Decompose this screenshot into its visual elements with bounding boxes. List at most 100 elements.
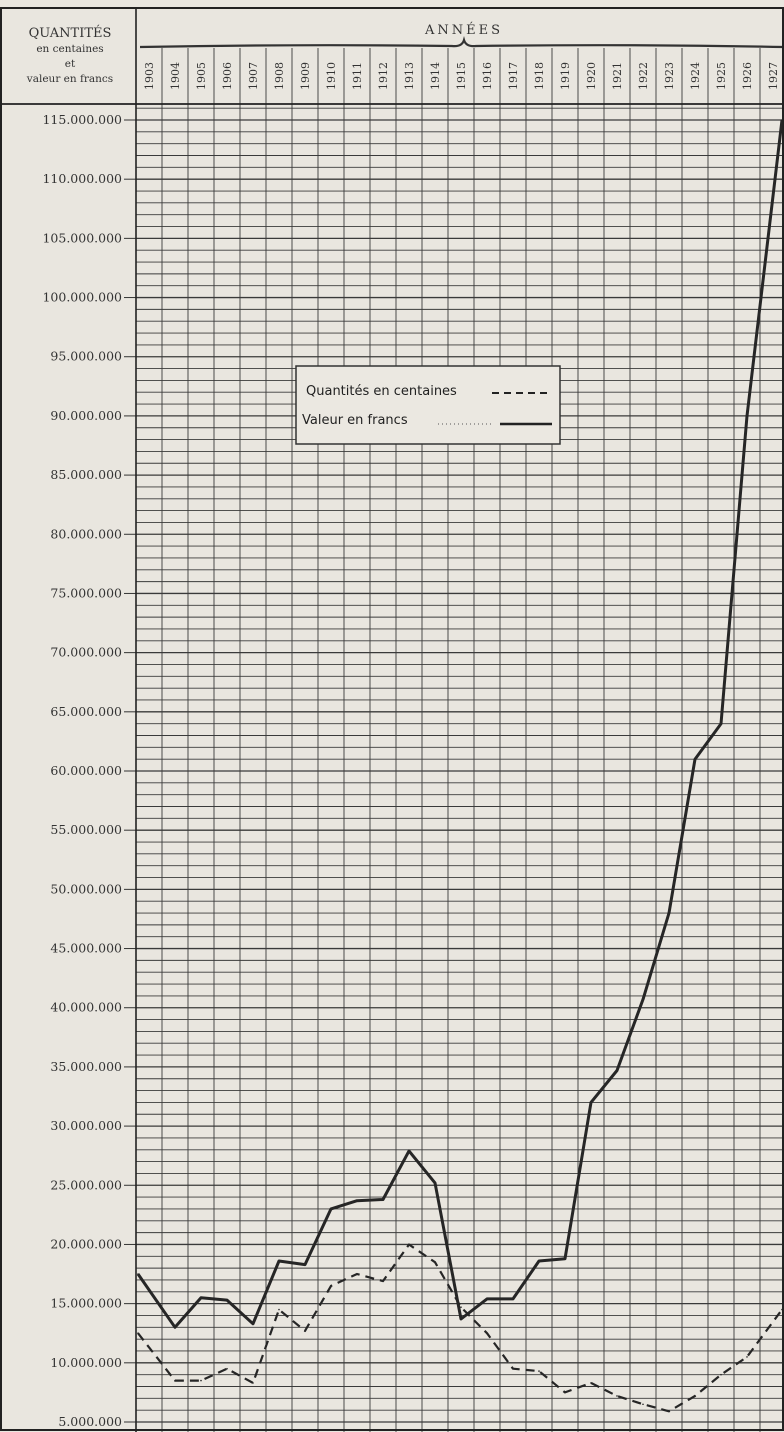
y-tick-label: 95.000.000 — [50, 349, 122, 364]
x-tick-label: 1910 — [325, 62, 338, 90]
value-point — [564, 1257, 566, 1260]
quantities-point — [408, 1243, 410, 1246]
quantities-point — [174, 1379, 176, 1382]
y-tick-label: 30.000.000 — [50, 1118, 122, 1133]
quantities-point — [356, 1273, 358, 1275]
value-point — [460, 1318, 462, 1320]
value-point — [746, 415, 748, 417]
y-tick-label: 10.000.000 — [50, 1355, 122, 1370]
y-tick-label: 45.000.000 — [50, 941, 122, 956]
corner-label-line2: en centaines — [36, 43, 103, 55]
x-tick-label: 1924 — [689, 62, 702, 90]
x-tick-label: 1916 — [481, 62, 494, 90]
quantities-point — [330, 1285, 332, 1287]
legend-label-value: Valeur en francs — [302, 413, 408, 428]
quantities-point — [720, 1373, 722, 1376]
quantities-point — [538, 1370, 540, 1372]
quantities-point — [564, 1391, 566, 1394]
y-tick-label: 90.000.000 — [50, 408, 122, 423]
x-tick-label: 1911 — [351, 62, 364, 90]
x-tick-label: 1913 — [403, 62, 416, 90]
x-tick-label: 1903 — [143, 62, 156, 90]
quantities-point — [278, 1308, 280, 1311]
y-tick-label: 50.000.000 — [50, 881, 122, 896]
quantities-point — [460, 1306, 462, 1308]
x-tick-label: 1918 — [533, 62, 546, 90]
quantities-point — [590, 1382, 592, 1384]
y-axis: 115.000.000 110.000.000 105.000.000 100.000… — [42, 112, 136, 1429]
value-point — [226, 1299, 228, 1301]
quantities-point — [616, 1395, 618, 1397]
quantities-point — [304, 1330, 306, 1332]
corner-label-line3: et — [65, 58, 76, 70]
corner-label-line1: QUANTITÉS — [29, 25, 112, 41]
value-point — [356, 1199, 358, 1202]
value-point — [200, 1296, 202, 1299]
legend: Quantités en centaines Valeur en francs — [295, 365, 561, 445]
x-tick-label: 1907 — [247, 62, 260, 90]
value-point — [252, 1322, 254, 1325]
value-point — [668, 912, 670, 914]
value-point — [330, 1208, 332, 1210]
x-tick-label: 1914 — [429, 62, 442, 90]
value-point — [590, 1101, 592, 1104]
x-tick-label: 1923 — [663, 62, 676, 90]
y-tick-label: 20.000.000 — [50, 1236, 122, 1251]
y-tick-label: 60.000.000 — [50, 763, 122, 778]
value-point — [616, 1069, 618, 1072]
quantities-point — [200, 1379, 202, 1382]
x-tick-label: 1922 — [637, 62, 650, 90]
value-point — [538, 1260, 540, 1262]
y-tick-label: 65.000.000 — [50, 704, 122, 719]
x-tick-label: 1917 — [507, 62, 520, 90]
x-tick-label: 1926 — [741, 62, 754, 90]
quantities-point — [486, 1332, 488, 1335]
annees-brace — [139, 36, 784, 49]
x-tick-label: 1919 — [559, 62, 572, 90]
y-tick-label: 75.000.000 — [50, 585, 122, 600]
y-tick-label: 40.000.000 — [50, 1000, 122, 1015]
chart-series — [136, 119, 784, 1413]
quantities-point — [668, 1410, 670, 1413]
value-point — [694, 758, 696, 760]
x-tick-label: 1925 — [715, 62, 728, 90]
x-tick-label: 1906 — [221, 62, 234, 90]
y-tick-label: 55.000.000 — [50, 822, 122, 837]
value-point — [486, 1298, 488, 1300]
y-tick-label: 15.000.000 — [50, 1296, 122, 1311]
y-tick-label: 25.000.000 — [50, 1177, 122, 1192]
x-tick-label: 1904 — [169, 62, 182, 90]
legend-box — [295, 365, 561, 445]
value-point — [642, 998, 644, 1001]
value-point — [382, 1198, 384, 1201]
x-axis: 1903 1904 1905 1906 1907 1908 1909 1910 1911 1912… — [143, 62, 780, 90]
value-point — [720, 722, 722, 725]
value-point — [512, 1298, 514, 1300]
x-header-label: ANNÉES — [424, 22, 503, 38]
x-tick-label: 1912 — [377, 62, 390, 90]
outer-frame — [0, 7, 784, 1431]
chart-header: QUANTITÉS en centaines et valeur en fran… — [26, 22, 784, 85]
legend-label-quantities: Quantités en centaines — [306, 384, 457, 399]
y-tick-label: 80.000.000 — [50, 526, 122, 541]
quantities-point — [642, 1403, 644, 1406]
value-point — [434, 1182, 436, 1184]
quantities-point — [694, 1395, 696, 1397]
quantities-point — [512, 1367, 514, 1370]
value-point — [278, 1260, 280, 1262]
quantities-point — [746, 1356, 748, 1358]
x-tick-label: 1909 — [299, 62, 312, 90]
corner-label-line4: valeur en francs — [26, 73, 113, 85]
value-point — [137, 1273, 139, 1275]
y-tick-label: 105.000.000 — [42, 230, 122, 245]
y-tick-label: 85.000.000 — [50, 467, 122, 482]
y-tick-label: 35.000.000 — [50, 1059, 122, 1074]
y-tick-label: 70.000.000 — [50, 645, 122, 660]
x-tick-label: 1927 — [767, 62, 780, 90]
quantities-point — [226, 1367, 228, 1370]
y-tick-label: 100.000.000 — [42, 290, 122, 305]
quantities-point — [252, 1382, 254, 1384]
x-tick-label: 1921 — [611, 62, 624, 90]
y-tick-label: 5.000.000 — [58, 1414, 122, 1429]
